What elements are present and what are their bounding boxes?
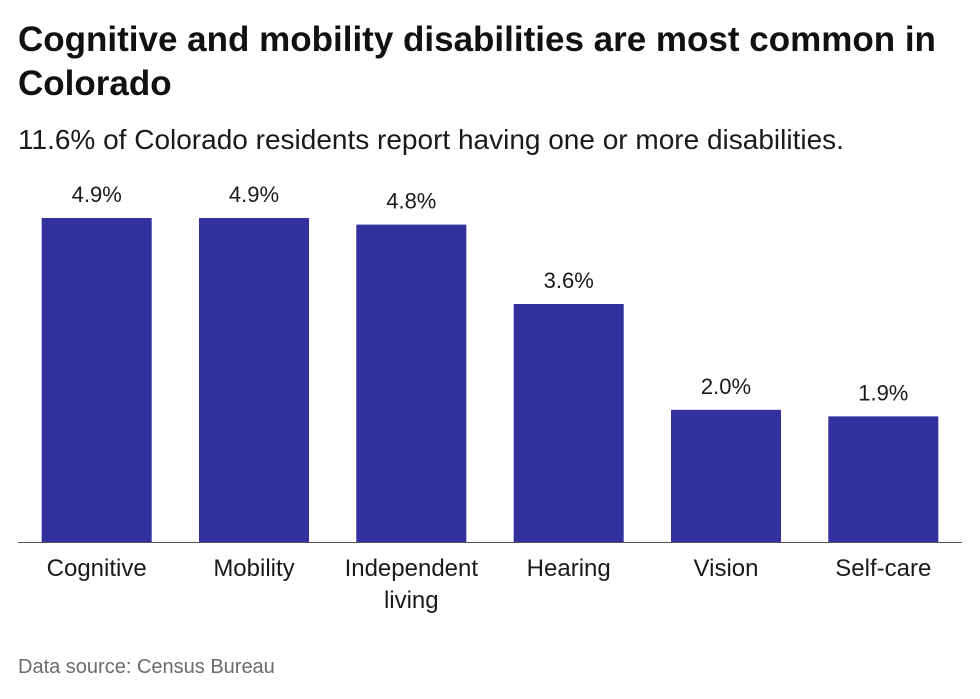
value-label-independent-living: 4.8% (386, 189, 436, 214)
bar-self-care (828, 416, 939, 542)
bar-independent-living (356, 224, 467, 542)
value-label-vision: 2.0% (701, 374, 751, 399)
bar-cognitive (41, 218, 152, 542)
value-label-hearing: 3.6% (544, 268, 594, 293)
bar-hearing (513, 304, 624, 542)
category-label-independent-living: Independent living (345, 555, 479, 614)
category-label-hearing: Hearing (527, 555, 611, 582)
bar-mobility (199, 218, 309, 542)
value-label-self-care: 1.9% (858, 380, 908, 405)
category-label-cognitive: Cognitive (47, 555, 147, 582)
value-label-mobility: 4.9% (229, 182, 279, 207)
chart-title: Cognitive and mobility disabilities are … (18, 20, 936, 103)
chart-subtitle: 11.6% of Colorado residents report havin… (18, 124, 844, 155)
category-label-vision: Vision (694, 555, 759, 582)
category-label-self-care: Self-care (835, 555, 931, 582)
bar-vision (671, 409, 781, 542)
category-label-mobility: Mobility (213, 555, 294, 582)
data-source-note: Data source: Census Bureau (18, 656, 275, 678)
value-label-cognitive: 4.9% (72, 182, 122, 207)
